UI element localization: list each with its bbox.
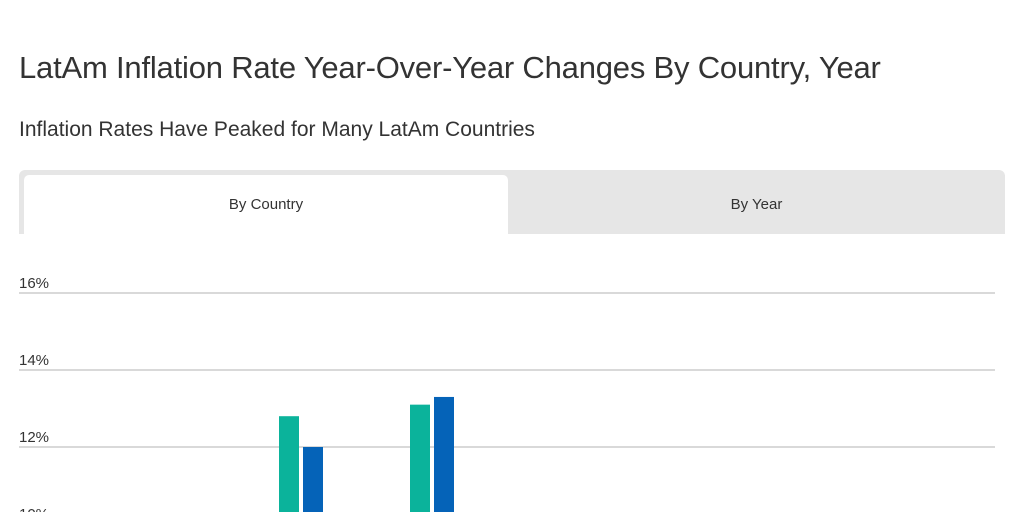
bar-series-2-group-2[interactable] [434, 396, 454, 512]
tab-by-year[interactable]: By Year [730, 196, 783, 213]
tab-bar: By Country By Year [19, 170, 1005, 234]
page-title: LatAm Inflation Rate Year-Over-Year Chan… [19, 50, 881, 85]
chart-subtitle: Inflation Rates Have Peaked for Many Lat… [19, 118, 535, 141]
tab-by-country[interactable]: By Country [24, 175, 508, 234]
y-tick-label: 12% [19, 429, 49, 446]
bar-series-1-group-1[interactable] [279, 416, 299, 512]
bar-series-2-group-1[interactable] [303, 447, 323, 512]
y-tick-label: 16% [19, 275, 49, 292]
y-tick-label: 10% [19, 506, 49, 512]
bar-series-1-group-2[interactable] [410, 404, 430, 512]
y-tick-label: 14% [19, 352, 49, 369]
